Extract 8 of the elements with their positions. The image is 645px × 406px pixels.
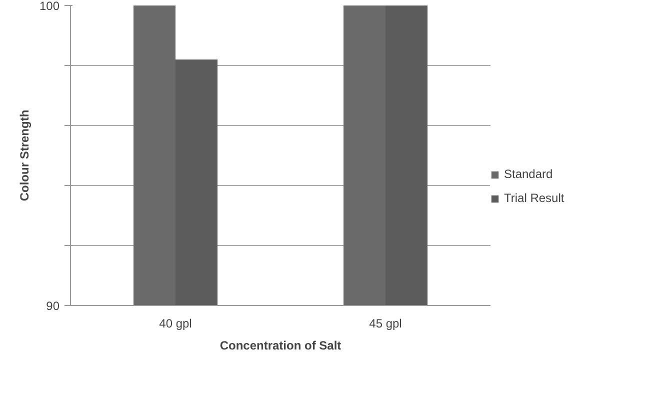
y-tick-label: 100 (39, 0, 60, 13)
x-tick-label: 45 gpl (369, 316, 402, 330)
x-tick-label: 40 gpl (159, 316, 192, 330)
legend-label: Standard (504, 167, 553, 181)
x-axis-title: Concentration of Salt (220, 338, 342, 352)
legend-label: Trial Result (504, 191, 564, 205)
y-axis-title: Colour Strength (17, 110, 32, 202)
y-tick-label: 90 (46, 299, 60, 313)
